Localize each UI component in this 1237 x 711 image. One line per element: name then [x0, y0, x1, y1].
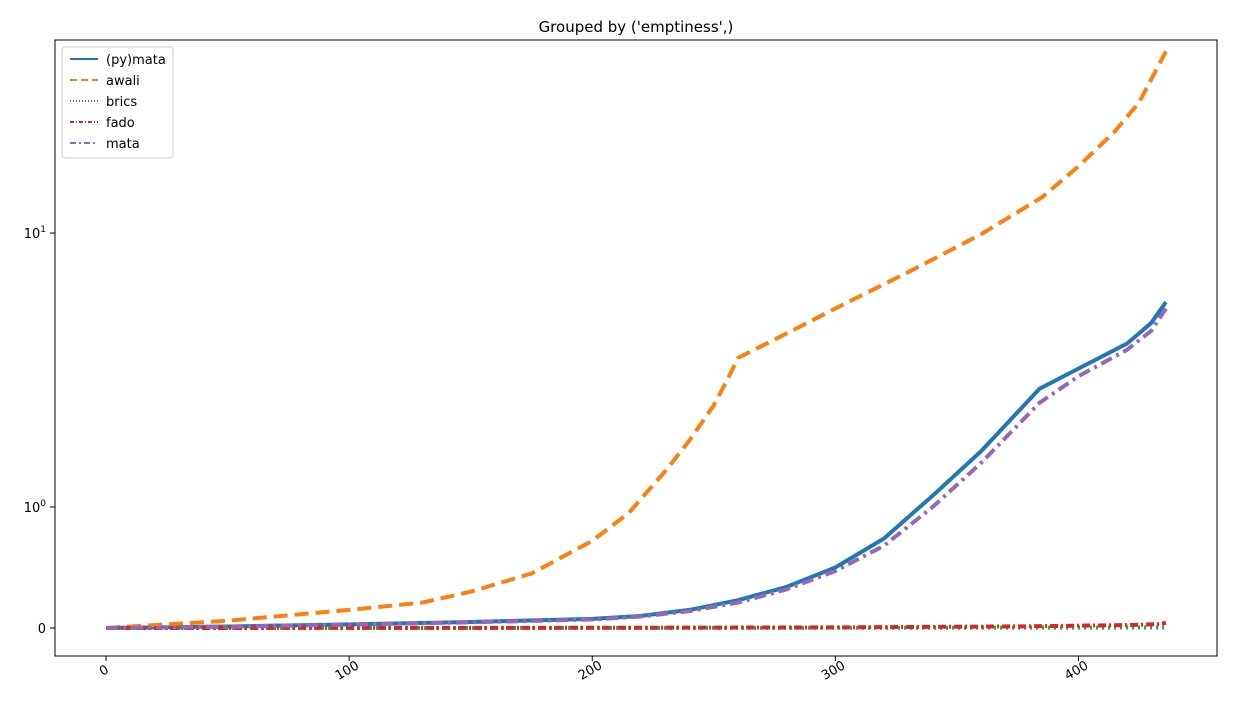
legend-label: brics — [106, 95, 137, 110]
legend-label: fado — [106, 116, 135, 131]
series-layer — [105, 50, 1168, 630]
series-line-mata — [106, 307, 1168, 630]
chart-title: Grouped by ('emptiness',) — [539, 18, 734, 36]
series-line-awali — [105, 50, 1168, 630]
legend-label: mata — [106, 137, 140, 152]
y-tick-label: 0 — [38, 622, 46, 637]
legend: (py)mata awali brics fado mata — [61, 46, 174, 159]
legend-label: (py)mata — [106, 53, 166, 68]
plot-frame — [54, 39, 1218, 657]
legend-box — [61, 46, 174, 159]
y-tick-base: 10 — [24, 501, 41, 516]
series-line-brics — [106, 625, 1166, 630]
y-tick-base: 10 — [24, 227, 41, 242]
y-tick-label: 101 — [24, 225, 46, 242]
series-line-fado — [106, 620, 1167, 630]
y-tick-label: 100 — [24, 499, 47, 516]
legend-label: awali — [106, 74, 140, 89]
y-tick-exponent: 1 — [40, 225, 46, 235]
y-tick-exponent: 0 — [40, 499, 46, 509]
